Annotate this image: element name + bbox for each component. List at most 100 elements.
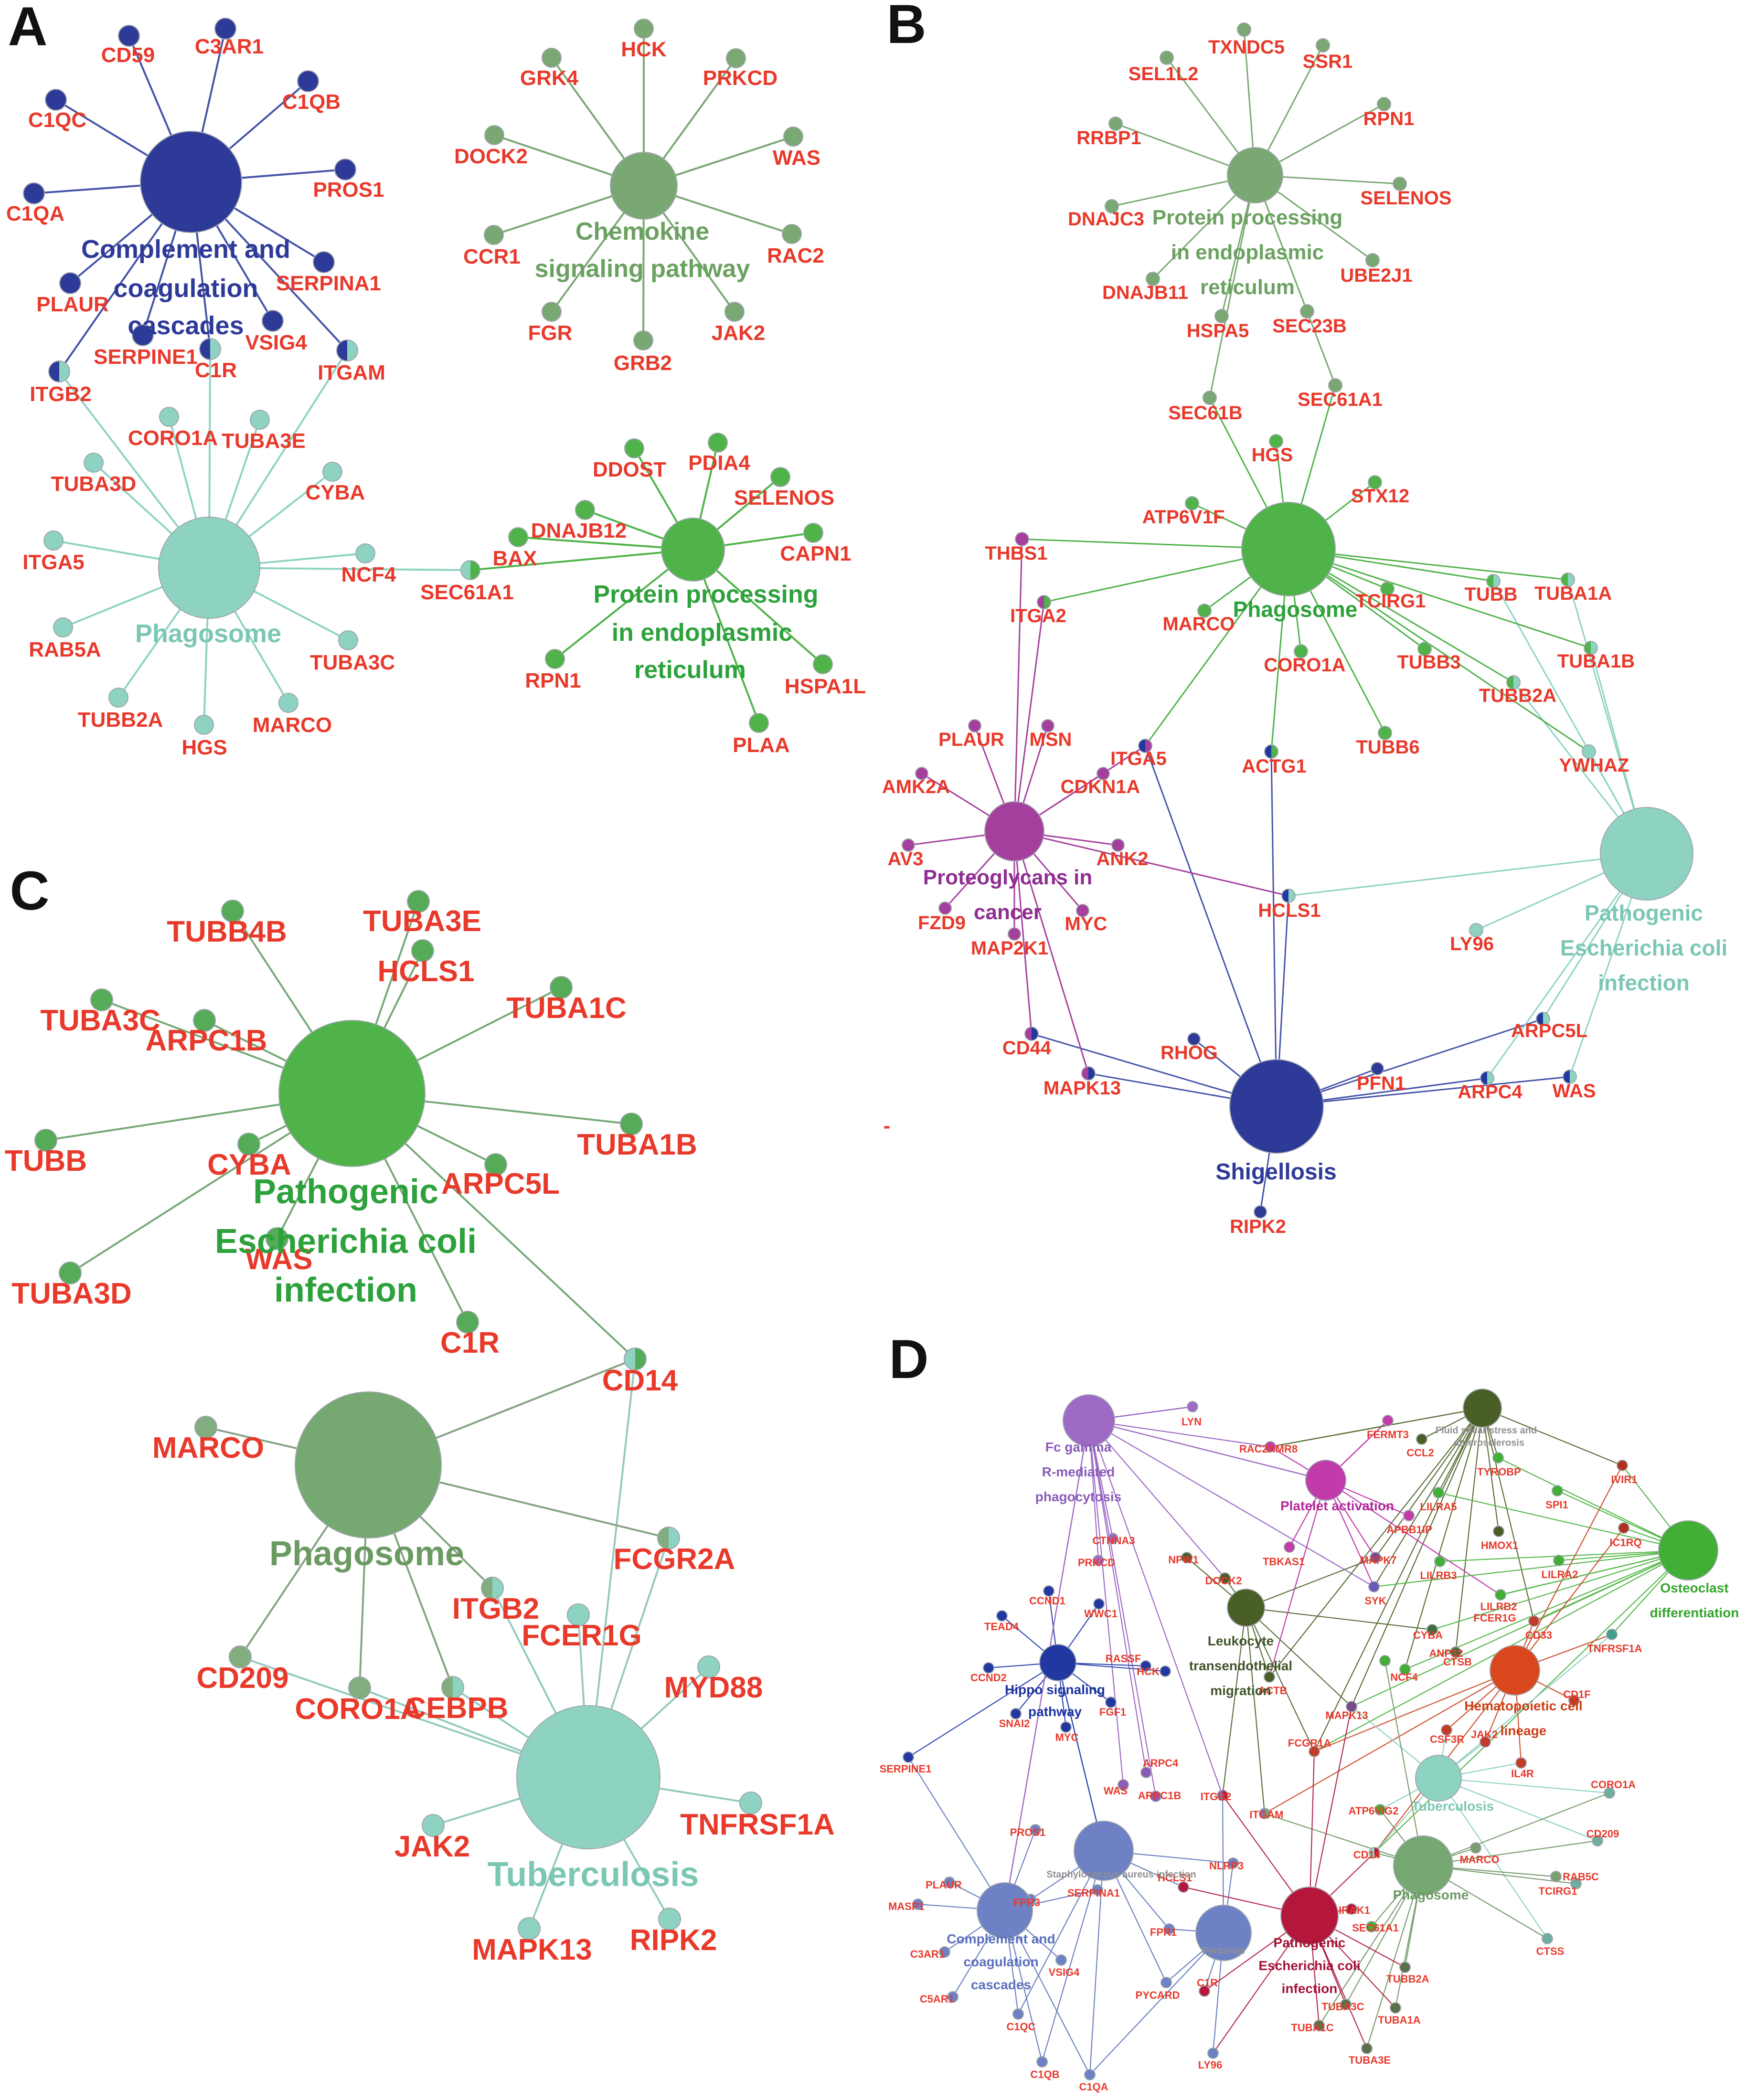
svg-text:RIPK2: RIPK2 (630, 1924, 717, 1957)
svg-text:ARPC4: ARPC4 (1143, 1757, 1179, 1769)
svg-text:HCLS1: HCLS1 (1258, 900, 1320, 921)
svg-text:HMOX1: HMOX1 (1481, 1539, 1518, 1551)
svg-text:ACTB: ACTB (1258, 1685, 1287, 1697)
svg-text:Escherichia coli: Escherichia coli (215, 1222, 477, 1261)
svg-text:FZD9: FZD9 (918, 912, 966, 933)
svg-text:Protein processing: Protein processing (1152, 206, 1343, 229)
svg-text:infection: infection (1282, 1981, 1338, 1996)
svg-text:IL4R: IL4R (1511, 1768, 1534, 1780)
svg-text:DOCK2: DOCK2 (1205, 1575, 1242, 1587)
svg-text:infection: infection (1598, 970, 1690, 995)
svg-text:APBB1IP: APBB1IP (1386, 1524, 1432, 1536)
svg-text:SEC61A1: SEC61A1 (420, 581, 514, 604)
svg-text:SSR1: SSR1 (1303, 51, 1353, 72)
svg-text:pathway: pathway (1028, 1704, 1082, 1719)
svg-text:HSPA5: HSPA5 (1187, 320, 1249, 341)
svg-text:SELENOS: SELENOS (734, 486, 834, 509)
svg-text:Phagosome: Phagosome (1233, 597, 1358, 622)
svg-text:TXNDC5: TXNDC5 (1208, 37, 1285, 58)
svg-text:NCF4: NCF4 (341, 563, 396, 586)
svg-text:CORO1A: CORO1A (1591, 1779, 1636, 1791)
svg-text:-: - (884, 1114, 891, 1137)
svg-text:TUBB6: TUBB6 (1356, 737, 1419, 758)
svg-text:B: B (886, 0, 926, 55)
svg-text:C1R: C1R (1197, 1977, 1218, 1989)
svg-text:RPN1: RPN1 (525, 669, 581, 692)
svg-text:TUBA3C: TUBA3C (310, 651, 395, 674)
svg-text:C1QA: C1QA (1079, 2081, 1108, 2093)
svg-text:CD33: CD33 (1525, 1629, 1552, 1641)
svg-text:RRBP1: RRBP1 (1076, 127, 1141, 148)
svg-text:JAK2: JAK2 (394, 1830, 470, 1863)
svg-text:lineage: lineage (1501, 1723, 1546, 1738)
svg-text:VSIG4: VSIG4 (1049, 1966, 1080, 1978)
svg-text:CORO1A: CORO1A (1264, 655, 1345, 676)
svg-text:cancer: cancer (974, 901, 1042, 924)
svg-text:ATP6V1F: ATP6V1F (1142, 507, 1225, 528)
svg-text:Complement and: Complement and (947, 1931, 1055, 1946)
svg-text:TBKAS1: TBKAS1 (1263, 1556, 1305, 1568)
svg-text:ITGA5: ITGA5 (22, 551, 85, 574)
svg-text:NPW1: NPW1 (1168, 1554, 1199, 1566)
svg-text:RHOG: RHOG (1160, 1042, 1218, 1063)
svg-text:TNFRSF1A: TNFRSF1A (680, 1808, 835, 1841)
svg-text:MARCO: MARCO (1459, 1854, 1499, 1866)
svg-text:MYC: MYC (1065, 913, 1107, 934)
svg-text:LILRA5: LILRA5 (1420, 1501, 1457, 1513)
svg-text:FPR3: FPR3 (1013, 1897, 1040, 1909)
svg-text:coagulation: coagulation (113, 274, 258, 303)
svg-text:LILRB3: LILRB3 (1420, 1570, 1457, 1581)
svg-text:SERPINA1: SERPINA1 (1067, 1887, 1120, 1899)
svg-text:TUBB3: TUBB3 (1397, 652, 1460, 673)
svg-text:atherosclerosis: atherosclerosis (1454, 1438, 1524, 1448)
svg-text:GRB2: GRB2 (614, 351, 672, 375)
svg-text:FGR: FGR (528, 321, 573, 345)
svg-text:PROS1: PROS1 (313, 178, 384, 202)
svg-text:coagulation: coagulation (963, 1954, 1038, 1969)
svg-text:PLAUR: PLAUR (36, 293, 109, 316)
svg-text:C: C (10, 860, 49, 922)
svg-text:RAC2: RAC2 (767, 244, 824, 267)
svg-text:CTSB: CTSB (1443, 1656, 1472, 1668)
svg-text:SPI1: SPI1 (1545, 1499, 1568, 1511)
svg-text:HCK: HCK (1137, 1665, 1160, 1677)
svg-text:TUBA1A: TUBA1A (1534, 583, 1612, 604)
svg-text:Chemokine: Chemokine (575, 218, 709, 245)
svg-text:reticulum: reticulum (1200, 276, 1295, 299)
svg-text:C1R: C1R (195, 359, 237, 382)
svg-text:Hematopoietic cell: Hematopoietic cell (1464, 1698, 1582, 1713)
svg-text:TUBB2A: TUBB2A (78, 708, 163, 732)
svg-text:Proteoglycans in: Proteoglycans in (923, 866, 1093, 889)
svg-text:A: A (8, 0, 47, 57)
svg-text:CD14: CD14 (602, 1364, 678, 1397)
svg-text:NLRP3: NLRP3 (1209, 1860, 1244, 1872)
svg-text:C1QA: C1QA (6, 202, 64, 225)
svg-text:infection: infection (274, 1271, 417, 1309)
svg-text:Pertussis: Pertussis (1202, 1946, 1245, 1956)
svg-text:BAX: BAX (493, 547, 537, 570)
svg-text:ANP32: ANP32 (1429, 1647, 1463, 1659)
svg-text:PLAUR: PLAUR (938, 729, 1004, 750)
svg-text:TUBA3C: TUBA3C (1321, 2001, 1364, 2013)
svg-text:C3AR1: C3AR1 (910, 1948, 945, 1960)
svg-text:Fluid shear stress and: Fluid shear stress and (1436, 1425, 1537, 1436)
svg-text:IRAK1: IRAK1 (1339, 1904, 1370, 1916)
svg-text:CYBA: CYBA (207, 1148, 291, 1181)
svg-text:CYBA: CYBA (1413, 1629, 1443, 1641)
svg-text:AMK2A: AMK2A (882, 776, 950, 797)
svg-text:TEAD4: TEAD4 (984, 1621, 1019, 1633)
svg-text:PFN1: PFN1 (1357, 1073, 1405, 1094)
svg-text:DNAJB12: DNAJB12 (531, 519, 627, 542)
svg-text:DNAJC3: DNAJC3 (1068, 209, 1144, 230)
svg-text:Leukocyte: Leukocyte (1208, 1633, 1274, 1648)
svg-text:VSIG4: VSIG4 (245, 331, 307, 354)
svg-text:TUBA3E: TUBA3E (1349, 2054, 1391, 2066)
svg-text:ARPC1B: ARPC1B (1138, 1790, 1181, 1802)
svg-text:CD59: CD59 (101, 43, 155, 67)
svg-text:ARPC1B: ARPC1B (146, 1024, 267, 1057)
svg-text:RAB5A: RAB5A (29, 638, 101, 661)
svg-text:YWHAZ: YWHAZ (1559, 755, 1629, 776)
svg-text:RAB5C: RAB5C (1563, 1871, 1599, 1883)
svg-text:C1QC: C1QC (1006, 2021, 1035, 2033)
svg-text:SEC61A1: SEC61A1 (1352, 1922, 1399, 1934)
